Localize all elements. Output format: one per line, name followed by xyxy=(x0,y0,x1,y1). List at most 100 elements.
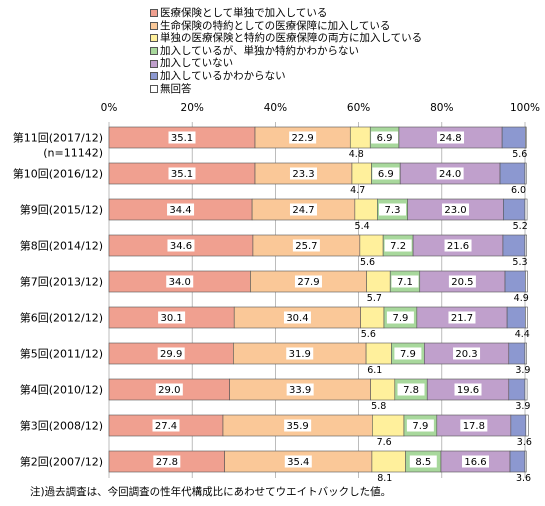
data-label: 6.0 xyxy=(511,185,526,196)
data-label: 7.1 xyxy=(397,277,413,288)
data-label-box xyxy=(152,419,180,432)
bar-segment xyxy=(351,162,372,185)
data-label: 24.7 xyxy=(292,205,314,216)
data-label-box xyxy=(167,239,195,252)
legend-label: 加入しているかわからない xyxy=(160,69,286,82)
bar-segment xyxy=(371,450,406,473)
footnote: 注)過去調査は、今回調査の性年代構成比にあわせてウエイトバックした値。 xyxy=(30,486,392,498)
data-label: 20.5 xyxy=(451,277,473,288)
category-label: 第6回(2012/12) xyxy=(20,311,103,325)
category-label: 第9回(2015/12) xyxy=(20,203,103,217)
data-label: 3.6 xyxy=(516,473,531,484)
data-label: 30.1 xyxy=(160,313,182,324)
legend-item: 加入しているが、単独か特約かわからない xyxy=(150,45,422,58)
category-label: 第11回(2017/12) xyxy=(13,131,103,145)
data-label: 3.9 xyxy=(515,365,530,376)
data-label: 27.9 xyxy=(297,277,319,288)
category-sublabel: (n=11142) xyxy=(43,147,103,160)
bar-segment xyxy=(349,126,371,149)
data-label: 8.1 xyxy=(377,473,392,484)
bar-segment xyxy=(525,126,527,149)
data-label: 23.0 xyxy=(444,205,466,216)
data-label-box xyxy=(157,347,185,360)
x-tick-label: 80% xyxy=(430,102,453,114)
data-label-box xyxy=(286,383,314,396)
bar-segment xyxy=(524,198,528,221)
bar-segment xyxy=(510,414,527,437)
data-label-box xyxy=(168,131,196,144)
data-label: 4.8 xyxy=(349,149,364,160)
data-label: 4.7 xyxy=(350,185,365,196)
legend: 医療保険として単独で加入している 生命保険の特約としての医療保障に加入している … xyxy=(150,7,422,95)
data-label-box xyxy=(153,455,181,468)
data-label: 20.3 xyxy=(455,349,477,360)
data-label: 7.9 xyxy=(400,349,416,360)
data-label: 5.7 xyxy=(367,293,382,304)
data-label: 27.4 xyxy=(155,421,177,432)
bar-segment xyxy=(503,198,526,221)
data-label: 30.4 xyxy=(286,313,308,324)
legend-item: 加入しているかわからない xyxy=(150,70,422,83)
x-tick-label: 60% xyxy=(347,102,370,114)
data-label: 25.7 xyxy=(295,241,317,252)
bars: 35.1 22.9 4.8 6.9 24.8 5.6 35.1 23.3 4.7 6.9 24.0 6… xyxy=(108,126,532,484)
category-label: 第2回(2007/12) xyxy=(20,455,103,469)
data-label: 21.6 xyxy=(447,241,469,252)
data-label: 17.8 xyxy=(463,421,485,432)
data-label-box xyxy=(461,455,489,468)
bar-segment xyxy=(525,270,528,293)
bar-segment xyxy=(508,342,526,365)
data-label-box xyxy=(437,131,465,144)
bar-segment xyxy=(354,198,378,221)
data-label: 27.8 xyxy=(156,457,178,468)
data-label: 5.6 xyxy=(360,257,375,268)
data-label: 5.6 xyxy=(361,329,376,340)
legend-item: 単独の医療保険と特約の医療保障の両方に加入している xyxy=(150,32,422,45)
legend-label: 加入しているが、単独か特約かわからない xyxy=(160,44,359,57)
data-label: 34.6 xyxy=(170,241,192,252)
data-label-box xyxy=(289,203,317,216)
category-label: 第3回(2008/12) xyxy=(20,419,103,433)
data-label: 29.9 xyxy=(160,349,182,360)
bar-segment xyxy=(524,342,527,365)
data-label: 7.6 xyxy=(377,437,392,448)
bar-segment xyxy=(366,270,391,293)
data-label-box xyxy=(286,347,314,360)
category-label: 第5回(2011/12) xyxy=(20,347,103,361)
legend-swatch xyxy=(150,9,158,18)
x-tick-label: 0% xyxy=(101,102,118,114)
data-label-box xyxy=(409,455,437,468)
bar-segment xyxy=(360,306,385,329)
category-label: 第10回(2016/12) xyxy=(13,167,103,181)
data-label-box xyxy=(284,419,312,432)
data-label: 3.9 xyxy=(515,401,530,412)
data-label-box xyxy=(448,311,476,324)
legend-label: 加入していない xyxy=(160,57,234,70)
bar-segment xyxy=(506,306,526,329)
legend-item: 加入していない xyxy=(150,57,422,70)
data-label: 6.1 xyxy=(367,365,382,376)
category-labels: 第11回(2017/12) (n=11142) 第10回(2016/12) 第9回(2… xyxy=(13,131,103,469)
data-label: 24.0 xyxy=(439,169,461,180)
legend-swatch xyxy=(150,72,158,81)
legend-item: 生命保険の特約としての医療保障に加入している xyxy=(150,20,422,33)
data-label-box xyxy=(379,203,407,216)
data-label: 29.0 xyxy=(158,385,180,396)
data-label: 22.9 xyxy=(292,133,314,144)
x-axis-ticks: 0% 20% 40% 60% 80% 100% xyxy=(101,102,540,114)
x-tick-label: 100% xyxy=(510,102,540,114)
data-label: 35.1 xyxy=(171,133,193,144)
data-label: 5.6 xyxy=(512,149,527,160)
data-label-box xyxy=(166,275,194,288)
bar-segment xyxy=(524,234,527,257)
bar-segment xyxy=(502,234,526,257)
data-label: 4.9 xyxy=(514,293,529,304)
bar-segment xyxy=(525,306,528,329)
legend-swatch xyxy=(150,34,158,43)
data-label: 6.9 xyxy=(378,169,394,180)
data-label: 34.0 xyxy=(169,277,191,288)
data-label: 5.3 xyxy=(512,257,527,268)
data-label-box xyxy=(391,275,419,288)
bar-segment xyxy=(524,162,527,185)
